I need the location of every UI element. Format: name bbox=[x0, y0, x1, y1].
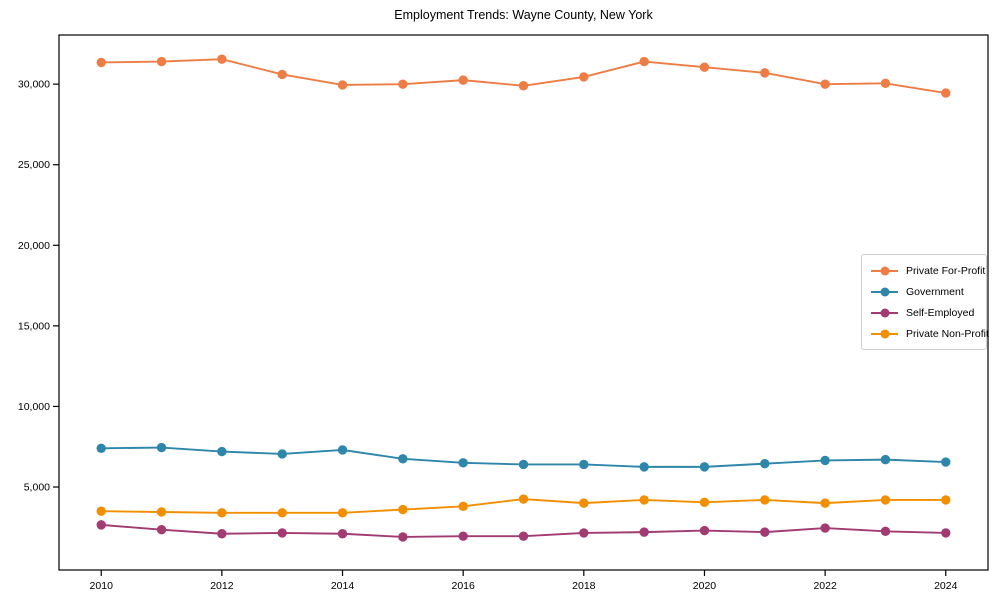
legend-line-sample bbox=[871, 308, 898, 317]
data-point-icon bbox=[579, 459, 589, 470]
data-point-icon bbox=[217, 446, 227, 457]
data-point-icon bbox=[96, 443, 106, 454]
x-tick-label: 2012 bbox=[210, 580, 234, 592]
data-point-icon bbox=[398, 532, 408, 542]
legend-marker-icon bbox=[880, 308, 889, 317]
data-point-icon bbox=[880, 454, 891, 465]
data-point-icon bbox=[458, 531, 468, 541]
y-tick-label: 30,000 bbox=[18, 79, 50, 91]
data-point-icon bbox=[639, 56, 649, 67]
data-point-icon bbox=[217, 54, 227, 64]
data-point-icon bbox=[96, 57, 106, 68]
data-point-icon bbox=[277, 508, 287, 518]
y-tick-label: 10,000 bbox=[18, 401, 50, 413]
chart-title: Employment Trends: Wayne County, New Yor… bbox=[394, 8, 653, 22]
y-tick-label: 15,000 bbox=[18, 320, 50, 332]
data-point-icon bbox=[398, 504, 408, 515]
data-point-icon bbox=[398, 454, 408, 464]
data-point-icon bbox=[156, 507, 167, 517]
data-point-icon bbox=[579, 528, 589, 538]
data-point-icon bbox=[699, 497, 710, 508]
x-tick-label: 2016 bbox=[451, 580, 475, 592]
data-point-icon bbox=[820, 455, 830, 466]
data-point-icon bbox=[820, 498, 830, 508]
data-point-icon bbox=[277, 528, 287, 538]
legend-item: Government bbox=[871, 281, 979, 302]
data-point-icon bbox=[880, 78, 891, 89]
data-point-icon bbox=[518, 81, 529, 91]
legend-label: Private Non-Profit bbox=[906, 327, 989, 340]
data-point-icon bbox=[518, 459, 529, 470]
data-point-icon bbox=[458, 458, 468, 468]
data-point-icon bbox=[760, 68, 770, 78]
data-point-icon bbox=[579, 72, 589, 82]
data-point-icon bbox=[337, 445, 348, 455]
data-point-icon bbox=[337, 80, 348, 90]
data-point-icon bbox=[639, 527, 649, 537]
data-point-icon bbox=[639, 495, 649, 505]
x-tick-label: 2014 bbox=[331, 580, 355, 592]
data-point-icon bbox=[337, 529, 348, 539]
legend-label: Self-Employed bbox=[906, 306, 975, 319]
legend-marker-icon bbox=[880, 287, 889, 296]
data-point-icon bbox=[277, 69, 287, 80]
data-point-icon bbox=[639, 462, 649, 472]
y-tick-label: 25,000 bbox=[18, 159, 50, 171]
y-tick-label: 5,000 bbox=[24, 482, 50, 494]
legend-marker-icon bbox=[880, 266, 889, 275]
x-tick-label: 2024 bbox=[934, 580, 958, 592]
y-tick-label: 20,000 bbox=[18, 240, 50, 252]
data-point-icon bbox=[699, 462, 710, 472]
data-point-icon bbox=[337, 508, 348, 518]
x-tick-label: 2010 bbox=[90, 580, 114, 592]
data-point-icon bbox=[820, 79, 830, 89]
data-point-icon bbox=[760, 527, 770, 537]
data-point-icon bbox=[217, 508, 227, 518]
data-point-icon bbox=[579, 498, 589, 508]
data-point-icon bbox=[156, 442, 167, 453]
x-tick-label: 2022 bbox=[813, 580, 837, 592]
data-point-icon bbox=[96, 520, 106, 530]
legend-item: Private For-Profit bbox=[871, 260, 985, 281]
data-point-icon bbox=[820, 523, 830, 533]
data-point-icon bbox=[277, 449, 287, 459]
data-point-icon bbox=[941, 457, 951, 467]
data-point-icon bbox=[518, 494, 529, 504]
data-point-icon bbox=[941, 495, 951, 505]
legend-line-sample bbox=[871, 266, 898, 275]
data-point-icon bbox=[398, 79, 408, 89]
data-point-icon bbox=[941, 528, 951, 538]
data-point-icon bbox=[760, 458, 770, 469]
data-point-icon bbox=[518, 531, 529, 541]
data-point-icon bbox=[458, 501, 468, 512]
legend-line-sample bbox=[871, 287, 898, 296]
data-point-icon bbox=[760, 495, 770, 505]
legend-item: Private Non-Profit bbox=[871, 323, 989, 344]
legend-line-sample bbox=[871, 329, 898, 338]
legend-marker-icon bbox=[880, 329, 889, 338]
data-point-icon bbox=[880, 495, 891, 505]
x-tick-label: 2018 bbox=[572, 580, 596, 592]
data-point-icon bbox=[156, 56, 167, 67]
data-point-icon bbox=[880, 526, 891, 537]
data-point-icon bbox=[458, 75, 468, 85]
data-point-icon bbox=[699, 62, 710, 72]
data-point-icon bbox=[156, 525, 167, 535]
x-tick-label: 2020 bbox=[693, 580, 717, 592]
data-point-icon bbox=[96, 506, 106, 516]
plot-frame bbox=[58, 34, 989, 571]
data-point-icon bbox=[699, 525, 710, 536]
legend-box: Private For-Profit Government Self-Emplo… bbox=[861, 254, 989, 350]
legend-item: Self-Employed bbox=[871, 302, 979, 323]
data-point-icon bbox=[217, 529, 227, 539]
legend-label: Private For-Profit bbox=[906, 264, 986, 277]
data-point-icon bbox=[941, 88, 951, 98]
legend-label: Government bbox=[906, 285, 964, 298]
